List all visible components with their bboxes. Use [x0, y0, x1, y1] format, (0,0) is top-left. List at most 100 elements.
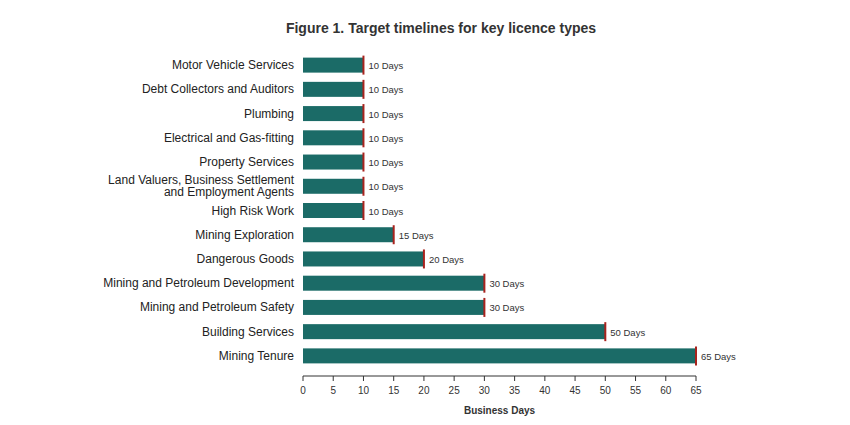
x-tick-label: 25: [449, 385, 461, 396]
data-label: 10 Days: [368, 181, 403, 192]
category-label: Debt Collectors and Auditors: [142, 82, 294, 96]
bar: [303, 203, 363, 218]
x-tick-label: 60: [660, 385, 672, 396]
title: Figure 1. Target timelines for key licen…: [286, 20, 596, 36]
category-label: Property Services: [199, 155, 294, 169]
bar-end-marker: [362, 104, 364, 123]
bar: [303, 130, 363, 145]
bar-end-marker: [362, 177, 364, 196]
data-label: 10 Days: [368, 206, 403, 217]
bar: [303, 82, 363, 97]
data-label: 10 Days: [368, 109, 403, 120]
bar-end-marker: [362, 201, 364, 220]
category-label-line: Mining and Petroleum Development: [103, 276, 294, 290]
labels: 10 Days Motor Vehicle Services 10 Days Debt…: [103, 58, 736, 363]
category-label-line: Property Services: [199, 155, 294, 169]
data-label: 15 Days: [399, 230, 434, 241]
category-label: Mining Exploration: [195, 228, 294, 242]
x-tick: [544, 376, 545, 381]
page: {"chart_data": {"type": "bar", "orientat…: [0, 0, 850, 425]
bar: [303, 58, 363, 73]
x-tick: [454, 376, 455, 381]
category-label: Mining and Petroleum Development: [103, 276, 294, 290]
category-label: Land Valuers, Business Settlementand Emp…: [108, 173, 295, 199]
bar: [303, 324, 605, 339]
data-label: 10 Days: [368, 133, 403, 144]
x-tick-label: 5: [330, 385, 336, 396]
bar-end-marker: [423, 249, 425, 268]
x-tick-label: 40: [539, 385, 551, 396]
bar: [303, 348, 696, 363]
data-label: 65 Days: [701, 351, 736, 362]
bar-end-marker: [695, 346, 697, 365]
x-tick-label: 30: [479, 385, 491, 396]
category-label: Mining Tenure: [219, 349, 294, 363]
category-label-line: Dangerous Goods: [197, 252, 294, 266]
category-label: Plumbing: [244, 107, 294, 121]
x-tick: [514, 376, 515, 381]
x-tick: [393, 376, 394, 381]
x-tick: [665, 376, 666, 381]
x-tick: [484, 376, 485, 381]
category-label: Dangerous Goods: [197, 252, 294, 266]
x-tick: [303, 376, 304, 381]
x-axis-label: Business Days: [464, 405, 536, 416]
category-label-line: Mining and Petroleum Safety: [140, 300, 294, 314]
chart-svg: Figure 1. Target timelines for key licen…: [0, 0, 850, 425]
data-label: 10 Days: [368, 157, 403, 168]
bar: [303, 155, 363, 170]
category-label-line: Building Services: [202, 325, 294, 339]
category-label: Motor Vehicle Services: [172, 58, 294, 72]
category-label-line: Debt Collectors and Auditors: [142, 82, 294, 96]
category-label-line: Plumbing: [244, 107, 294, 121]
data-label: 30 Days: [489, 302, 524, 313]
bar: [303, 106, 363, 121]
category-label-line: High Risk Work: [212, 204, 295, 218]
x-tick: [333, 376, 334, 381]
bar-end-marker: [362, 128, 364, 147]
bar-end-marker: [393, 225, 395, 244]
x-tick-label: 20: [418, 385, 430, 396]
bar-end-marker: [483, 298, 485, 317]
x-tick: [575, 376, 576, 381]
x-tick: [363, 376, 364, 381]
bar: [303, 227, 394, 242]
category-label: Electrical and Gas-fitting: [164, 131, 294, 145]
bar: [303, 300, 484, 315]
x-tick-label: 50: [600, 385, 612, 396]
bar-end-marker: [483, 274, 485, 293]
x-tick: [635, 376, 636, 381]
bar-end-marker: [362, 56, 364, 75]
x-tick-label: 10: [358, 385, 370, 396]
bars: [303, 56, 696, 366]
x-tick-label: 35: [509, 385, 521, 396]
x-tick: [605, 376, 606, 381]
x-tick-label: 55: [630, 385, 642, 396]
chart-container: Figure 1. Target timelines for key licen…: [0, 0, 850, 425]
data-label: 20 Days: [429, 254, 464, 265]
x-tick-label: 15: [388, 385, 400, 396]
x-axis-line: [303, 376, 696, 377]
category-label-line: Mining Exploration: [195, 228, 294, 242]
x-axis: 0 5 10 15 20 25 30 35 40 45 50 55 60 65 Business Days: [300, 376, 702, 416]
category-label-line: Electrical and Gas-fitting: [164, 131, 294, 145]
bar: [303, 276, 484, 291]
category-label-line: and Employment Agents: [164, 185, 294, 199]
data-label: 10 Days: [368, 60, 403, 71]
category-label: Mining and Petroleum Safety: [140, 300, 294, 314]
x-tick-label: 0: [300, 385, 306, 396]
category-label-line: Mining Tenure: [219, 349, 294, 363]
data-label: 50 Days: [610, 327, 645, 338]
x-tick-label: 65: [690, 385, 702, 396]
category-label: High Risk Work: [212, 204, 295, 218]
bar-end-marker: [604, 322, 606, 341]
x-tick: [423, 376, 424, 381]
data-label: 30 Days: [489, 278, 524, 289]
data-label: 10 Days: [368, 84, 403, 95]
bar-end-marker: [362, 80, 364, 99]
x-tick-label: 45: [570, 385, 582, 396]
bar-end-marker: [362, 153, 364, 172]
x-tick: [696, 376, 697, 381]
bar: [303, 251, 424, 266]
category-label-line: Motor Vehicle Services: [172, 58, 294, 72]
